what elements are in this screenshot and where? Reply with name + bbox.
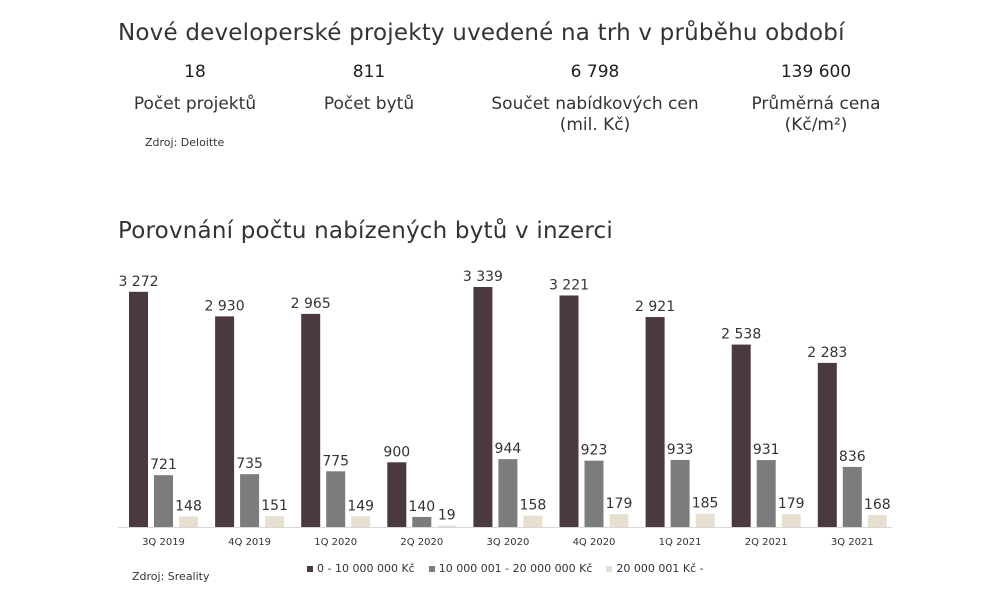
data-label-s2-7: 931: [753, 442, 780, 458]
data-label-s1-5: 3 221: [549, 277, 589, 293]
data-label-s3-7: 179: [778, 496, 805, 512]
data-label-s2-6: 933: [667, 442, 694, 458]
bar-s3-4: [523, 515, 543, 527]
bar-s1-6: [645, 317, 665, 527]
stat-avg-price-unit: (Kč/m²): [784, 115, 848, 135]
bar-s2-3: [412, 516, 432, 527]
legend-item-series-2: 10 000 001 - 20 000 000 Kč: [428, 562, 593, 575]
stat-price-sum-unit: (mil. Kč): [559, 115, 631, 135]
legend-label-series-1: 0 - 10 000 000 Kč: [317, 562, 415, 575]
stat-projects: 18 Počet projektů: [134, 62, 256, 115]
x-tick-label-3: 2Q 2020: [400, 537, 443, 548]
bar-s1-3: [387, 462, 407, 527]
x-tick-label-1: 4Q 2019: [228, 537, 271, 548]
bar-s1-4: [473, 287, 493, 527]
bar-s2-2: [326, 471, 346, 527]
bar-s3-8: [867, 514, 887, 527]
stat-avg-price: 139 600 Průměrná cena (Kč/m²): [751, 62, 880, 136]
legend-label-series-3: 20 000 001 Kč -: [616, 562, 704, 575]
bar-s1-8: [817, 362, 837, 527]
data-label-s2-3: 140: [408, 499, 435, 515]
x-tick-label-6: 1Q 2021: [659, 537, 702, 548]
data-label-s3-4: 158: [520, 498, 547, 514]
legend-item-series-1: 0 - 10 000 000 Kč: [307, 562, 415, 575]
bar-s2-6: [670, 459, 690, 527]
stat-flats-label: Počet bytů: [323, 94, 415, 114]
bar-s3-7: [781, 514, 801, 527]
data-label-s1-8: 2 283: [807, 345, 847, 361]
stat-projects-value: 18: [184, 62, 206, 82]
x-tick-label-7: 2Q 2021: [745, 537, 788, 548]
x-tick-label-4: 3Q 2020: [486, 537, 529, 548]
bar-s2-7: [756, 460, 776, 527]
bar-s2-4: [498, 459, 518, 527]
stat-flats: 811 Počet bytů: [324, 62, 414, 115]
legend-swatch-series-2: [428, 565, 435, 572]
stat-price-sum: 6 798 Součet nabídkových cen (mil. Kč): [491, 62, 698, 136]
stat-avg-price-value: 139 600: [780, 62, 852, 82]
bar-s1-5: [559, 295, 579, 527]
data-label-s2-2: 775: [322, 453, 349, 469]
x-tick-label-5: 4Q 2020: [573, 537, 616, 548]
source-sreality: Zdroj: Sreality: [132, 570, 210, 583]
data-label-s1-4: 3 339: [463, 269, 503, 285]
stat-price-sum-label: Součet nabídkových cen: [491, 94, 699, 114]
data-label-s3-3: 19: [438, 508, 456, 524]
stat-price-sum-value: 6 798: [570, 62, 620, 82]
source-deloitte: Zdroj: Deloitte: [145, 136, 225, 149]
legend-label-series-2: 10 000 001 - 20 000 000 Kč: [438, 562, 593, 575]
bar-s3-0: [179, 516, 198, 527]
bar-s2-5: [584, 460, 604, 527]
data-label-s3-6: 185: [692, 496, 719, 512]
stat-flats-value: 811: [352, 62, 386, 82]
bar-s2-0: [154, 475, 173, 527]
data-label-s1-0: 3 272: [118, 274, 158, 290]
bar-s3-6: [695, 513, 715, 527]
x-tick-label-2: 1Q 2020: [314, 537, 357, 548]
bar-s2-1: [240, 474, 260, 527]
data-label-s3-2: 149: [347, 498, 374, 514]
bar-s1-7: [731, 344, 751, 527]
bar-s1-2: [301, 313, 321, 527]
chart-legend: 0 - 10 000 000 Kč 10 000 001 - 20 000 00…: [307, 562, 704, 575]
data-label-s3-8: 168: [864, 497, 891, 513]
data-label-s2-0: 721: [150, 457, 177, 473]
legend-item-series-3: 20 000 001 Kč -: [606, 562, 704, 575]
legend-swatch-series-3: [606, 565, 613, 572]
stat-projects-label: Počet projektů: [133, 94, 257, 114]
data-label-s2-5: 923: [581, 443, 608, 459]
bar-s3-2: [351, 516, 371, 527]
bar-s3-3: [437, 525, 457, 527]
bar-s3-1: [265, 516, 285, 527]
data-label-s1-6: 2 921: [635, 299, 675, 315]
bar-s1-1: [215, 316, 235, 527]
data-label-s2-1: 735: [236, 456, 263, 472]
stat-avg-price-label: Průměrná cena: [751, 94, 881, 114]
data-label-s2-8: 836: [839, 449, 866, 465]
data-label-s3-5: 179: [606, 496, 633, 512]
legend-swatch-series-1: [307, 565, 313, 572]
data-label-s1-1: 2 930: [205, 298, 245, 314]
bar-s1-0: [129, 291, 148, 527]
x-tick-label-8: 3Q 2021: [831, 537, 874, 548]
data-label-s2-4: 944: [495, 441, 522, 457]
chart-title: Porovnání počtu nabízených bytů v inzerc…: [118, 218, 613, 244]
data-label-s3-0: 148: [175, 498, 202, 514]
data-label-s1-7: 2 538: [721, 327, 761, 343]
bar-s2-8: [842, 466, 862, 527]
data-label-s1-2: 2 965: [291, 296, 331, 312]
header-title: Nové developerské projekty uvedené na tr…: [118, 20, 845, 46]
bar-s3-5: [609, 514, 629, 527]
data-label-s3-1: 151: [261, 498, 288, 514]
x-tick-label-0: 3Q 2019: [142, 537, 185, 548]
data-label-s1-3: 900: [383, 444, 410, 460]
